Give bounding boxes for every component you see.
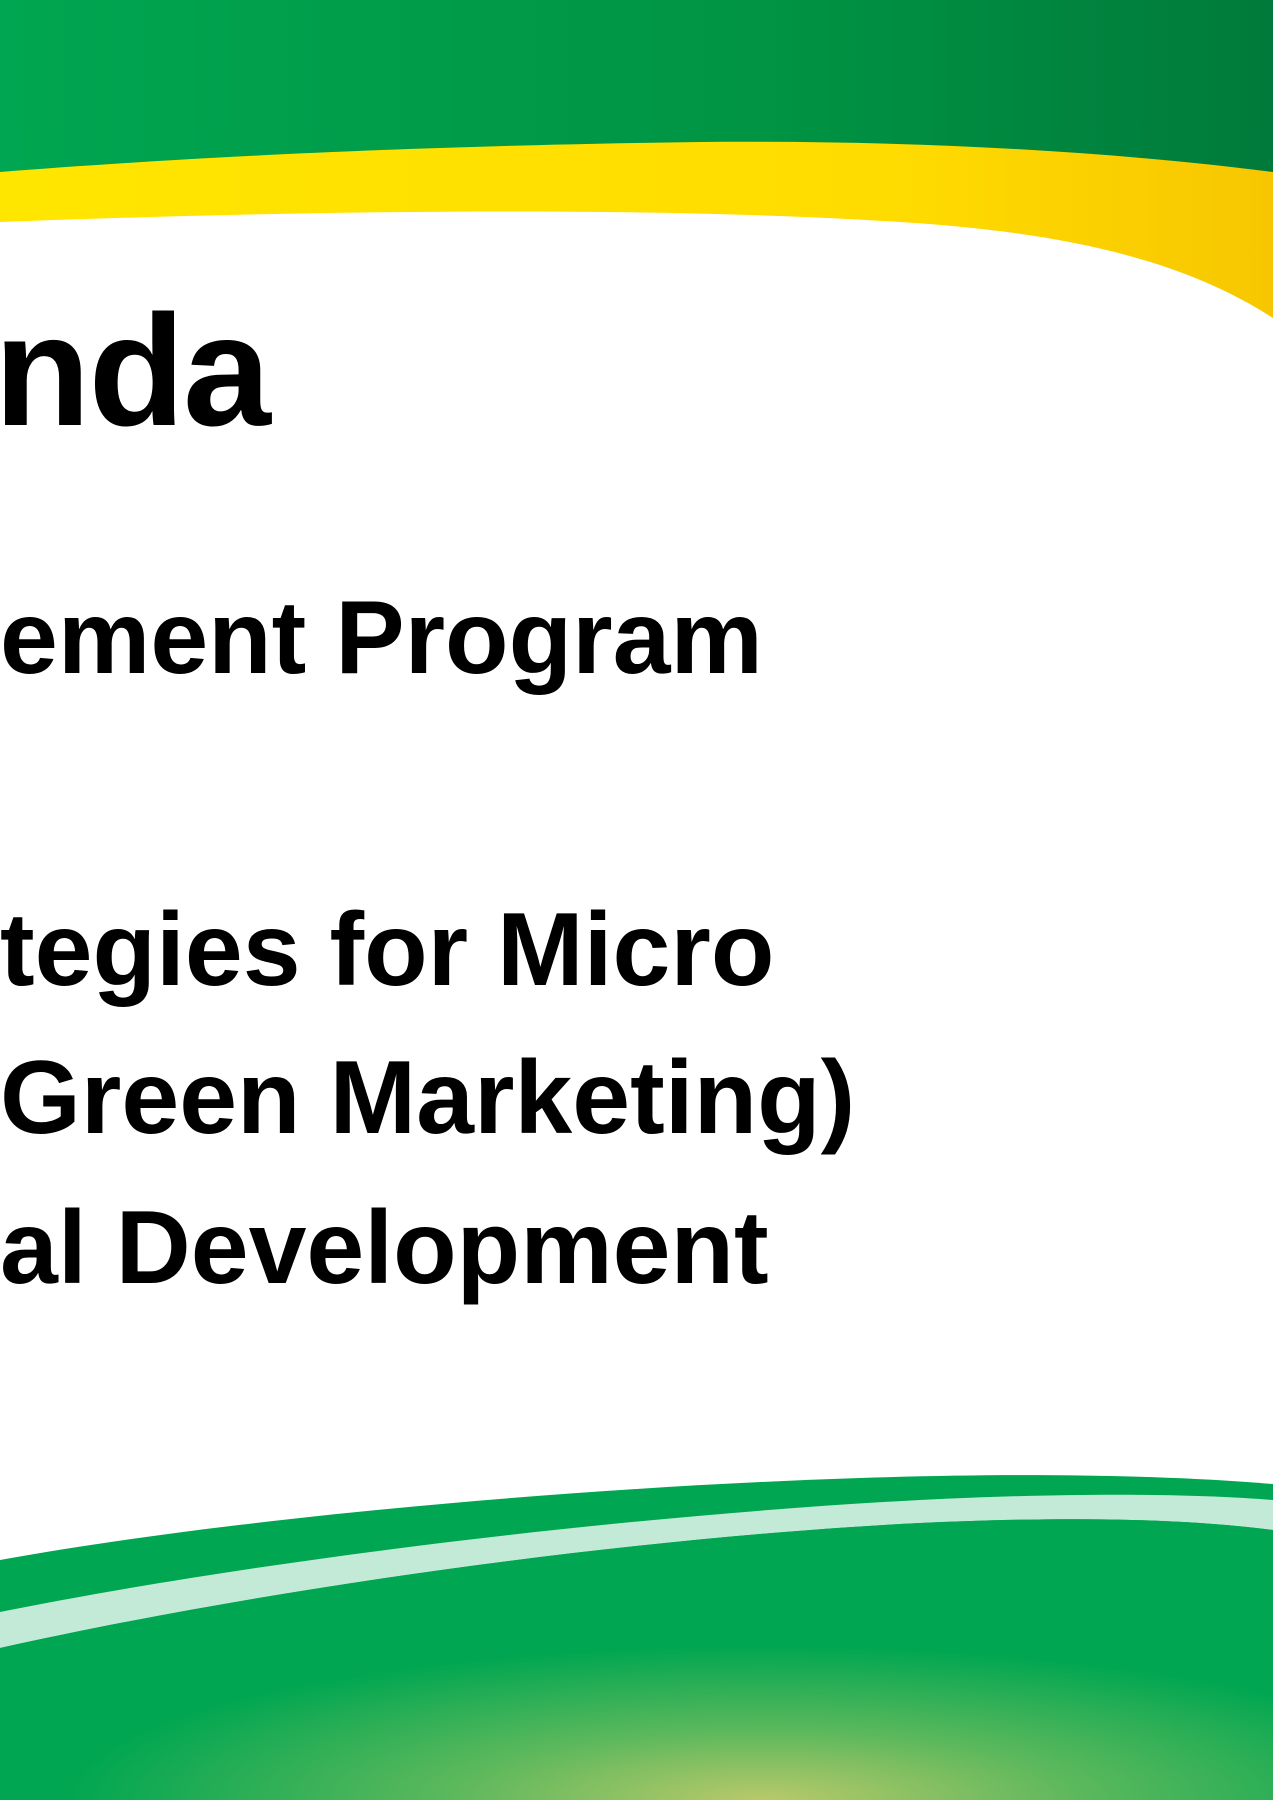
agenda-item-4: al Development <box>0 1190 769 1306</box>
agenda-item-1: ement Program <box>0 580 763 696</box>
bottom-mint-stripe <box>0 1494 1273 1648</box>
top-green-band <box>0 0 1273 172</box>
agenda-item-3: Green Marketing) <box>0 1040 856 1156</box>
slide-title: nda <box>0 283 271 459</box>
agenda-item-2: tegies for Micro <box>0 892 775 1008</box>
bottom-green-base <box>0 1519 1273 1800</box>
